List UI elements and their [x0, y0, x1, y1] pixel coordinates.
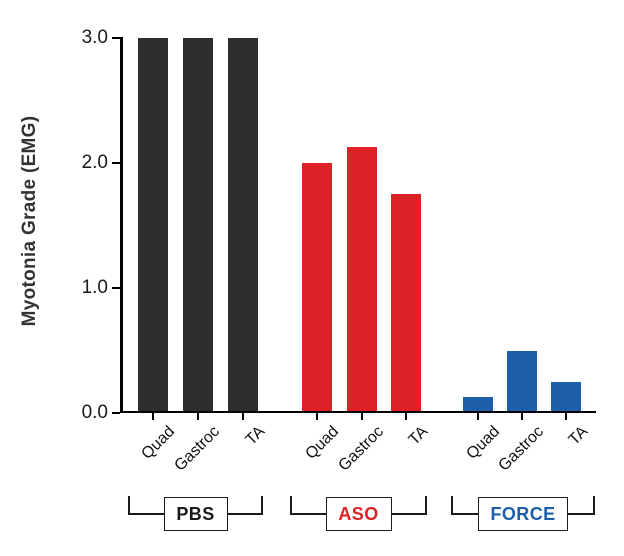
x-tick-mark [404, 413, 408, 420]
x-tick-mark [315, 413, 319, 420]
bar-pbs-gastroc [183, 38, 213, 411]
y-axis-line [120, 37, 123, 413]
bar-pbs-quad [138, 38, 168, 411]
x-tick-label-force-quad: Quad [463, 423, 504, 463]
x-tick-label-pbs-ta: TA [242, 423, 269, 449]
group-label-box-force: FORCE [478, 497, 568, 531]
bar-force-quad [463, 397, 493, 411]
x-tick-mark [476, 413, 480, 420]
x-tick-mark [520, 413, 524, 420]
x-tick-mark [241, 413, 245, 420]
group-bracket-right-stub [261, 496, 263, 515]
y-tick-label: 3.0 [81, 26, 108, 48]
x-axis-line [120, 410, 596, 414]
x-tick-label-pbs-quad: Quad [138, 423, 179, 463]
group-bracket-left-stub [128, 496, 130, 515]
x-tick-mark [360, 413, 364, 420]
group-bracket-right-stub [425, 496, 427, 515]
bar-aso-quad [302, 163, 332, 411]
y-tick-label: 2.0 [81, 151, 108, 173]
x-tick-label-aso-quad: Quad [302, 423, 343, 463]
bar-force-ta [551, 381, 581, 411]
group-bracket-left-stub [451, 496, 453, 515]
bar-aso-ta [391, 194, 421, 411]
bar-pbs-ta [228, 38, 258, 411]
y-tick-mark [112, 161, 120, 165]
group-label-aso: ASO [338, 503, 379, 524]
y-tick-mark [112, 286, 120, 290]
x-tick-label-aso-gastroc: Gastroc [335, 423, 388, 475]
x-tick-label-force-gastroc: Gastroc [495, 423, 548, 475]
y-tick-mark [112, 36, 120, 40]
group-bracket-right-stub [593, 496, 595, 515]
x-tick-label-aso-ta: TA [405, 423, 432, 449]
group-label-pbs: PBS [176, 503, 215, 524]
x-tick-mark [564, 413, 568, 420]
y-tick-label: 1.0 [81, 276, 108, 298]
y-axis-label: Myotonia Grade (EMG) [19, 115, 40, 327]
group-label-box-aso: ASO [325, 497, 392, 531]
y-tick-mark [112, 411, 120, 415]
bar-aso-gastroc [347, 147, 377, 411]
x-tick-label-force-ta: TA [565, 423, 592, 449]
group-bracket-left-stub [290, 496, 292, 515]
x-tick-mark [151, 413, 155, 420]
x-tick-label-pbs-gastroc: Gastroc [171, 423, 224, 475]
group-label-force: FORCE [490, 503, 556, 524]
y-tick-label: 0.0 [81, 401, 108, 423]
x-tick-mark [196, 413, 200, 420]
group-label-box-pbs: PBS [163, 497, 228, 531]
bar-force-gastroc [507, 350, 537, 411]
